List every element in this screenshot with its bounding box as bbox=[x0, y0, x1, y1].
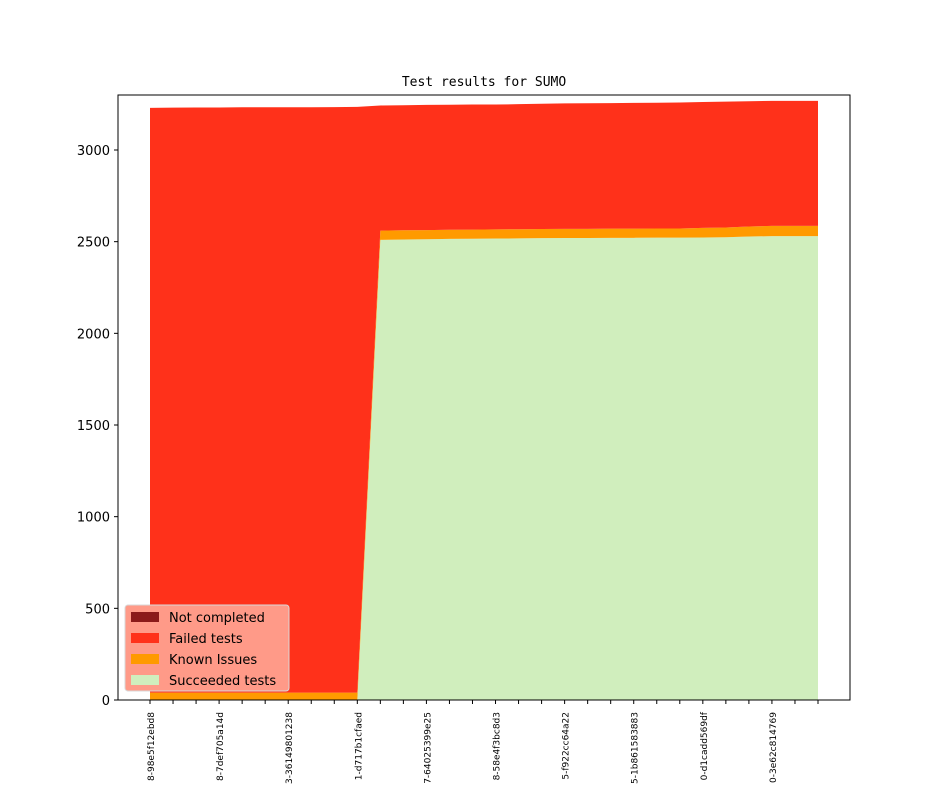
y-tick-label: 0 bbox=[102, 694, 110, 709]
legend-label: Failed tests bbox=[169, 632, 243, 647]
x-tick-label: 7-64025399e25 bbox=[423, 712, 433, 784]
x-tick-label: 5-f922cc64a22 bbox=[562, 712, 572, 780]
legend-box bbox=[124, 604, 290, 692]
y-tick-label: 500 bbox=[85, 602, 110, 617]
y-tick-label: 2000 bbox=[77, 327, 110, 342]
x-tick-label: 8-58e4f3bc8d3 bbox=[493, 712, 503, 780]
x-axis: 8-98e5f12ebd8 8-7def705a14d 3-36149801238 1… bbox=[147, 700, 819, 784]
legend: Not completed Failed tests Known Issues Suc… bbox=[124, 604, 290, 692]
y-tick-label: 2500 bbox=[77, 236, 110, 251]
plot-frame bbox=[117, 94, 851, 701]
x-tick-label: 3-36149801238 bbox=[285, 712, 295, 784]
y-tick-label: 1000 bbox=[77, 511, 110, 526]
legend-swatch bbox=[131, 654, 159, 664]
legend-label: Not completed bbox=[169, 611, 265, 626]
x-tick-label: 8-7def705a14d bbox=[216, 712, 226, 781]
y-tick-label: 3000 bbox=[77, 144, 110, 159]
x-tick-label: 8-98e5f12ebd8 bbox=[147, 712, 157, 781]
chart-title: Test results for SUMO bbox=[402, 75, 567, 90]
legend-swatch bbox=[131, 633, 159, 643]
legend-label: Succeeded tests bbox=[169, 674, 276, 689]
areas-layer bbox=[150, 100, 818, 701]
x-tick-label: 0-d1cadd569df bbox=[700, 711, 710, 780]
y-tick-label: 1500 bbox=[77, 419, 110, 434]
legend-swatch bbox=[131, 612, 159, 622]
x-tick-label: 0-3e62c814769 bbox=[769, 712, 779, 783]
x-tick-label: 5-1b861583883 bbox=[631, 712, 641, 784]
legend-swatch bbox=[131, 675, 159, 685]
area-succeeded-tests bbox=[150, 236, 818, 701]
area-failed-tests bbox=[150, 100, 818, 693]
y-axis: 0 500 1000 1500 2000 2500 3000 bbox=[77, 144, 118, 709]
x-tick-label: 1-d717b1cfaed bbox=[354, 712, 364, 780]
legend-label: Known Issues bbox=[169, 653, 257, 668]
